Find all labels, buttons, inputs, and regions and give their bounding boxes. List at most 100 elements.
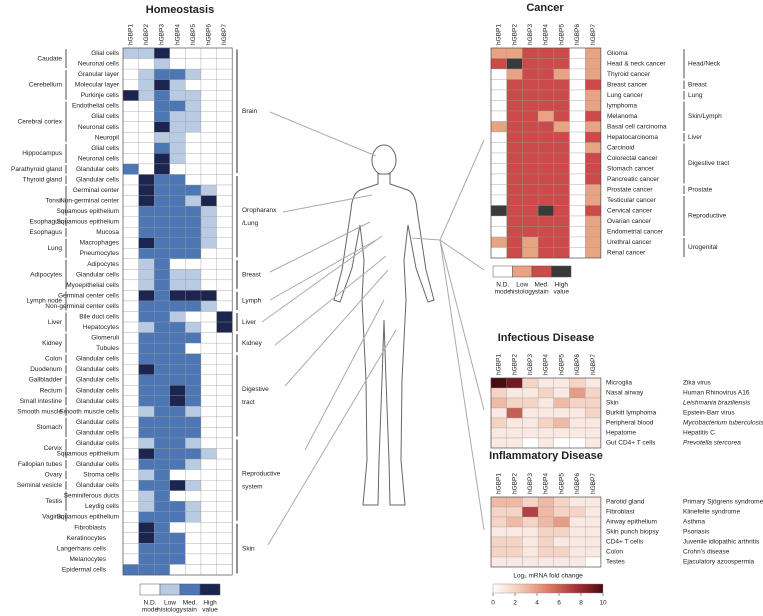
heatmap-cell [169,195,186,207]
heatmap-cell [122,342,139,354]
heatmap-cell [122,216,139,228]
tissue-label: Liver [48,319,63,326]
colorbar-tick-label: 4 [535,600,539,607]
heatmap-cell [200,68,217,80]
heatmap-cell [490,427,507,439]
heatmap-cell [200,490,217,502]
heatmap-cell [138,311,155,323]
heatmap-cell [585,506,602,518]
heatmap-cell [169,300,186,312]
column-header: hGBP6 [574,354,581,375]
cell-type-label: Germinal center [73,187,120,194]
heatmap-cell [585,205,602,217]
heatmap-cell [506,142,523,154]
heatmap-cell [200,184,217,196]
group-label: Urogenital [688,244,718,251]
heatmap-cell [490,387,507,399]
cell-type-label: Adipocytes [87,261,120,268]
heatmap-cell [138,132,155,144]
column-header: hGBP5 [558,473,565,494]
heatmap-cell [200,385,217,396]
legend-label: N.D. [496,282,509,289]
heatmap-cell [522,417,539,429]
heatmap-cell [138,532,155,544]
heatmap-cell [185,153,202,165]
tissue-label: Ovary [45,472,63,479]
row-label: Basal cell carcinoma [607,123,667,130]
heatmap-cell [490,47,507,59]
legend-swatch [199,583,221,596]
heatmap-cell [154,248,170,259]
cell-type-label: Glandular cells [76,366,120,373]
heatmap-cell [122,163,139,175]
heatmap-cell [585,496,602,508]
heatmap-cell [154,342,170,354]
heatmap-cell [553,121,570,133]
heatmap-cell [138,68,155,80]
heatmap-cell [553,205,570,217]
heatmap-cell [185,532,202,544]
heatmap-cell [122,153,139,165]
heatmap-cell [506,131,523,143]
heatmap-cell [569,437,586,449]
row-label: Stomach cancer [607,165,655,172]
heatmap-cell [490,516,507,528]
heatmap-cell [506,58,523,70]
row-label: Airway epithelium [606,519,657,526]
heatmap-cell [169,437,186,449]
heatmap-cell [569,47,586,59]
heatmap-cell [585,121,602,133]
heatmap-cell [522,194,539,206]
heatmap-cell [553,194,570,206]
cell-type-label: Purkinje cells [81,92,120,99]
heatmap-cell [216,227,233,238]
heatmap-cell [553,163,570,175]
heatmap-cell [553,152,570,164]
heatmap-cell [154,458,170,470]
heatmap-cell [122,184,139,196]
legend-swatch [139,583,161,596]
column-header: hGBP6 [574,473,581,494]
cell-type-label: Glandular cells [76,387,120,394]
cell-type-label: Squamous epithelium [56,219,119,226]
heatmap-cell [122,174,139,186]
heatmap-cell [569,407,586,419]
heatmap-cell [522,131,539,143]
heatmap-cell [506,173,523,185]
heatmap-cell [216,332,233,344]
heatmap-cell [537,546,554,558]
heatmap-cell [569,89,586,101]
heatmap-cell [522,397,539,409]
cell-type-label: Glandular cells [76,271,120,278]
cell-type-label: Glandular cells [76,166,120,173]
heatmap-cell [506,205,523,217]
cell-type-label: Glandular cells [76,377,120,384]
heatmap-cell [522,437,539,449]
heatmap-cell [169,479,186,491]
heatmap-cell [122,248,139,259]
heatmap-cell [537,397,554,409]
heatmap-cell [169,258,186,270]
heatmap-cell [185,300,202,312]
heatmap-cell [522,536,539,548]
cell-type-label: Fibroblasts [74,524,107,531]
heatmap-cell [169,142,186,154]
heatmap-cell [569,142,586,154]
heatmap-cell [216,406,233,418]
heatmap-cell [569,184,586,196]
heatmap-cell [154,364,170,375]
heatmap-cell [169,458,186,470]
heatmap-cell [200,448,217,460]
heatmap-cell [154,321,170,333]
cell-type-label: Neuronal cells [78,155,120,162]
heatmap-cell [506,377,523,389]
heatmap-cell [185,458,202,470]
heatmap-cell [200,142,217,154]
heatmap-cell [569,152,586,164]
heatmap-cell [216,47,233,59]
heatmap-cell [490,546,507,558]
heatmap-cell [122,385,139,396]
system-label: Breast [242,271,261,278]
heatmap-cell [169,227,186,238]
heatmap-cell [569,194,586,206]
